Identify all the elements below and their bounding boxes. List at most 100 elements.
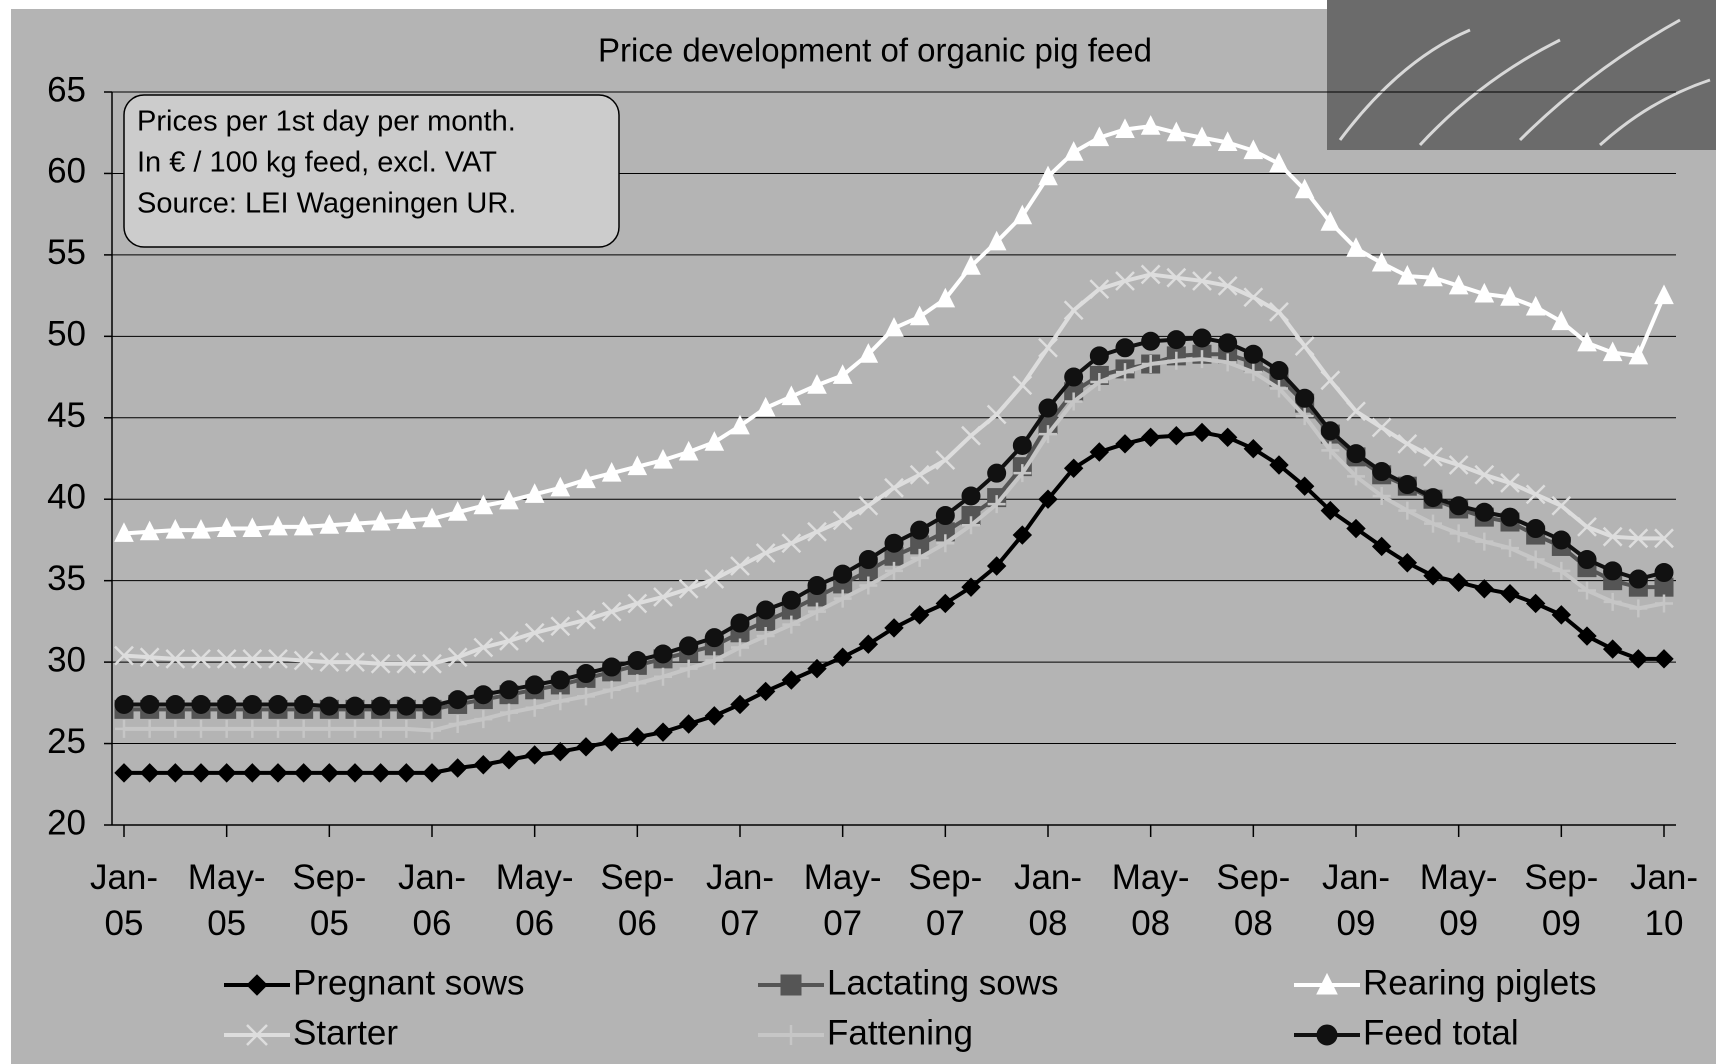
x-tick-label-line: 05 — [207, 904, 246, 943]
marker — [1116, 339, 1134, 357]
legend-label: Pregnant sows — [293, 963, 525, 1002]
marker — [1347, 445, 1365, 463]
marker — [808, 577, 826, 595]
x-tick-label-line: 08 — [1234, 904, 1273, 943]
marker — [1270, 362, 1288, 380]
x-tick-label-line: 05 — [105, 904, 144, 943]
x-tick-label-line: Jan- — [1630, 858, 1698, 897]
y-tick-label: 40 — [47, 477, 86, 516]
x-tick-label-line: 07 — [721, 904, 760, 943]
x-tick-label-line: Jan- — [706, 858, 774, 897]
x-tick-label-line: Sep- — [1216, 858, 1290, 897]
marker — [372, 697, 390, 715]
marker — [1604, 562, 1622, 580]
marker — [320, 697, 338, 715]
legend-label: Rearing piglets — [1363, 963, 1596, 1002]
marker — [757, 601, 775, 619]
marker — [680, 637, 698, 655]
marker — [1501, 508, 1519, 526]
note-line: Prices per 1st day per month. — [137, 106, 516, 138]
marker — [1450, 497, 1468, 515]
marker — [781, 975, 801, 995]
x-tick-label-line: May- — [188, 858, 266, 897]
marker — [962, 487, 980, 505]
chart-title: Price development of organic pig feed — [598, 32, 1152, 69]
marker — [1244, 345, 1262, 363]
x-tick-label-line: Jan- — [398, 858, 466, 897]
marker — [654, 645, 672, 663]
x-tick-label-line: Sep- — [292, 858, 366, 897]
marker — [1013, 436, 1031, 454]
marker — [577, 665, 595, 683]
x-tick-label-line: 07 — [823, 904, 862, 943]
marker — [1527, 520, 1545, 538]
legend-label: Feed total — [1363, 1013, 1519, 1052]
chart: Price development of organic pig feed 20… — [0, 0, 1716, 1064]
x-tick-label-line: Sep- — [1524, 858, 1598, 897]
legend-label: Fattening — [827, 1013, 973, 1052]
x-tick-label-line: Jan- — [1014, 858, 1082, 897]
marker — [1373, 463, 1391, 481]
marker — [911, 521, 929, 539]
note-line: Source: LEI Wageningen UR. — [137, 188, 516, 220]
photo — [1327, 0, 1716, 150]
y-tick-label: 65 — [47, 70, 86, 109]
y-tick-label: 35 — [47, 559, 86, 598]
marker — [166, 695, 184, 713]
x-tick-label-line: 06 — [618, 904, 657, 943]
marker — [192, 695, 210, 713]
marker — [731, 614, 749, 632]
marker — [1193, 329, 1211, 347]
marker — [603, 658, 621, 676]
x-tick-label-line: 09 — [1439, 904, 1478, 943]
x-tick-label-line: 05 — [310, 904, 349, 943]
marker — [269, 695, 287, 713]
marker — [526, 676, 544, 694]
marker — [885, 534, 903, 552]
legend-label: Lactating sows — [827, 963, 1059, 1002]
x-tick-label-line: Sep- — [600, 858, 674, 897]
marker — [1578, 550, 1596, 568]
marker — [1167, 331, 1185, 349]
x-tick-label-line: 08 — [1029, 904, 1068, 943]
x-tick-label-line: 07 — [926, 904, 965, 943]
marker — [705, 629, 723, 647]
marker — [1552, 531, 1570, 549]
marker — [449, 691, 467, 709]
x-tick-label-line: 06 — [413, 904, 452, 943]
x-tick-label-line: 09 — [1542, 904, 1581, 943]
marker — [1321, 422, 1339, 440]
marker — [1142, 332, 1160, 350]
x-tick-label-line: Jan- — [90, 858, 158, 897]
marker — [988, 464, 1006, 482]
note-line: In € / 100 kg feed, excl. VAT — [137, 147, 497, 179]
x-tick-label-line: 08 — [1131, 904, 1170, 943]
y-tick-label: 60 — [47, 152, 86, 191]
marker — [1629, 570, 1647, 588]
marker — [551, 671, 569, 689]
marker — [218, 695, 236, 713]
marker — [1296, 389, 1314, 407]
marker — [243, 695, 261, 713]
marker — [1424, 489, 1442, 507]
x-tick-label-line: 10 — [1645, 904, 1684, 943]
x-tick-label-line: May- — [1420, 858, 1498, 897]
y-tick-label: 25 — [47, 722, 86, 761]
marker — [474, 686, 492, 704]
marker — [1219, 334, 1237, 352]
marker — [782, 591, 800, 609]
x-tick-label-line: Sep- — [908, 858, 982, 897]
marker — [859, 550, 877, 568]
marker — [141, 695, 159, 713]
marker — [1039, 399, 1057, 417]
marker — [346, 697, 364, 715]
x-tick-label-line: 09 — [1337, 904, 1376, 943]
marker — [423, 697, 441, 715]
marker — [500, 681, 518, 699]
marker — [1090, 347, 1108, 365]
x-tick-label-line: Jan- — [1322, 858, 1390, 897]
marker — [1655, 564, 1673, 582]
marker — [936, 507, 954, 525]
marker — [397, 697, 415, 715]
marker — [1475, 503, 1493, 521]
